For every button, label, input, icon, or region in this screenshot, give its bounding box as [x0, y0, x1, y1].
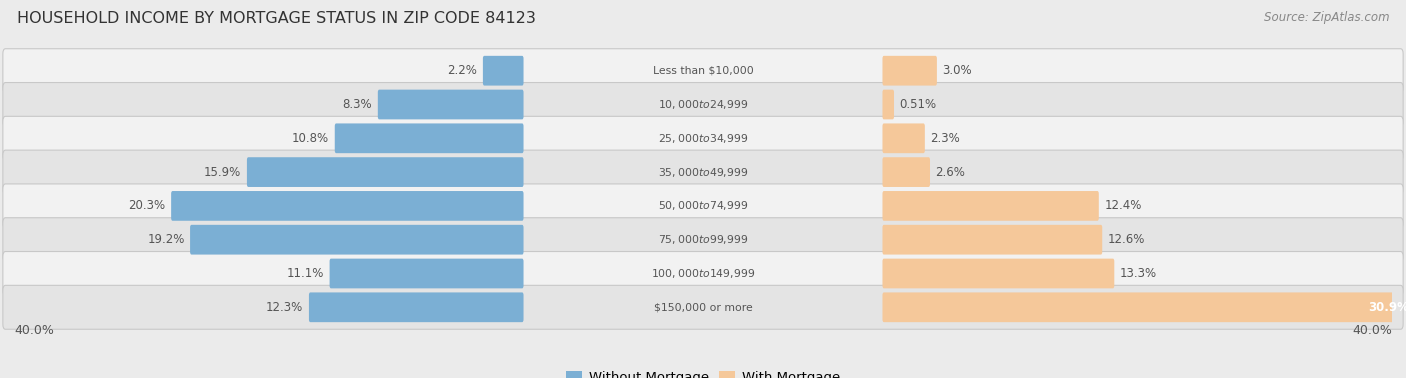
- Text: 12.6%: 12.6%: [1108, 233, 1144, 246]
- Text: 20.3%: 20.3%: [128, 200, 166, 212]
- FancyBboxPatch shape: [482, 56, 523, 85]
- Text: 2.2%: 2.2%: [447, 64, 478, 77]
- FancyBboxPatch shape: [3, 49, 1403, 93]
- FancyBboxPatch shape: [172, 191, 523, 221]
- Text: 2.3%: 2.3%: [931, 132, 960, 145]
- Text: HOUSEHOLD INCOME BY MORTGAGE STATUS IN ZIP CODE 84123: HOUSEHOLD INCOME BY MORTGAGE STATUS IN Z…: [17, 11, 536, 26]
- FancyBboxPatch shape: [883, 90, 894, 119]
- FancyBboxPatch shape: [883, 124, 925, 153]
- FancyBboxPatch shape: [883, 191, 1099, 221]
- FancyBboxPatch shape: [3, 82, 1403, 127]
- FancyBboxPatch shape: [247, 157, 523, 187]
- FancyBboxPatch shape: [883, 225, 1102, 254]
- Text: $10,000 to $24,999: $10,000 to $24,999: [658, 98, 748, 111]
- FancyBboxPatch shape: [3, 285, 1403, 329]
- Text: Source: ZipAtlas.com: Source: ZipAtlas.com: [1264, 11, 1389, 24]
- Text: 15.9%: 15.9%: [204, 166, 242, 178]
- FancyBboxPatch shape: [335, 124, 523, 153]
- FancyBboxPatch shape: [883, 293, 1406, 322]
- Text: $75,000 to $99,999: $75,000 to $99,999: [658, 233, 748, 246]
- FancyBboxPatch shape: [190, 225, 523, 254]
- Text: 40.0%: 40.0%: [14, 324, 53, 337]
- Text: 19.2%: 19.2%: [148, 233, 184, 246]
- Text: 0.51%: 0.51%: [900, 98, 936, 111]
- Text: 3.0%: 3.0%: [942, 64, 972, 77]
- FancyBboxPatch shape: [883, 259, 1115, 288]
- FancyBboxPatch shape: [3, 251, 1403, 296]
- Text: $150,000 or more: $150,000 or more: [654, 302, 752, 312]
- Text: $25,000 to $34,999: $25,000 to $34,999: [658, 132, 748, 145]
- FancyBboxPatch shape: [378, 90, 523, 119]
- Text: $100,000 to $149,999: $100,000 to $149,999: [651, 267, 755, 280]
- Text: $50,000 to $74,999: $50,000 to $74,999: [658, 200, 748, 212]
- FancyBboxPatch shape: [3, 116, 1403, 160]
- Text: 12.3%: 12.3%: [266, 301, 304, 314]
- Text: 8.3%: 8.3%: [343, 98, 373, 111]
- FancyBboxPatch shape: [3, 218, 1403, 262]
- Text: 13.3%: 13.3%: [1119, 267, 1157, 280]
- Legend: Without Mortgage, With Mortgage: Without Mortgage, With Mortgage: [561, 365, 845, 378]
- Text: 10.8%: 10.8%: [292, 132, 329, 145]
- Text: $35,000 to $49,999: $35,000 to $49,999: [658, 166, 748, 178]
- Text: 30.9%: 30.9%: [1368, 301, 1406, 314]
- Text: 40.0%: 40.0%: [1353, 324, 1392, 337]
- FancyBboxPatch shape: [3, 150, 1403, 194]
- Text: 12.4%: 12.4%: [1104, 200, 1142, 212]
- Text: Less than $10,000: Less than $10,000: [652, 66, 754, 76]
- FancyBboxPatch shape: [883, 157, 929, 187]
- Text: 2.6%: 2.6%: [935, 166, 966, 178]
- FancyBboxPatch shape: [309, 293, 523, 322]
- FancyBboxPatch shape: [883, 56, 936, 85]
- Text: 11.1%: 11.1%: [287, 267, 323, 280]
- FancyBboxPatch shape: [3, 184, 1403, 228]
- FancyBboxPatch shape: [329, 259, 523, 288]
